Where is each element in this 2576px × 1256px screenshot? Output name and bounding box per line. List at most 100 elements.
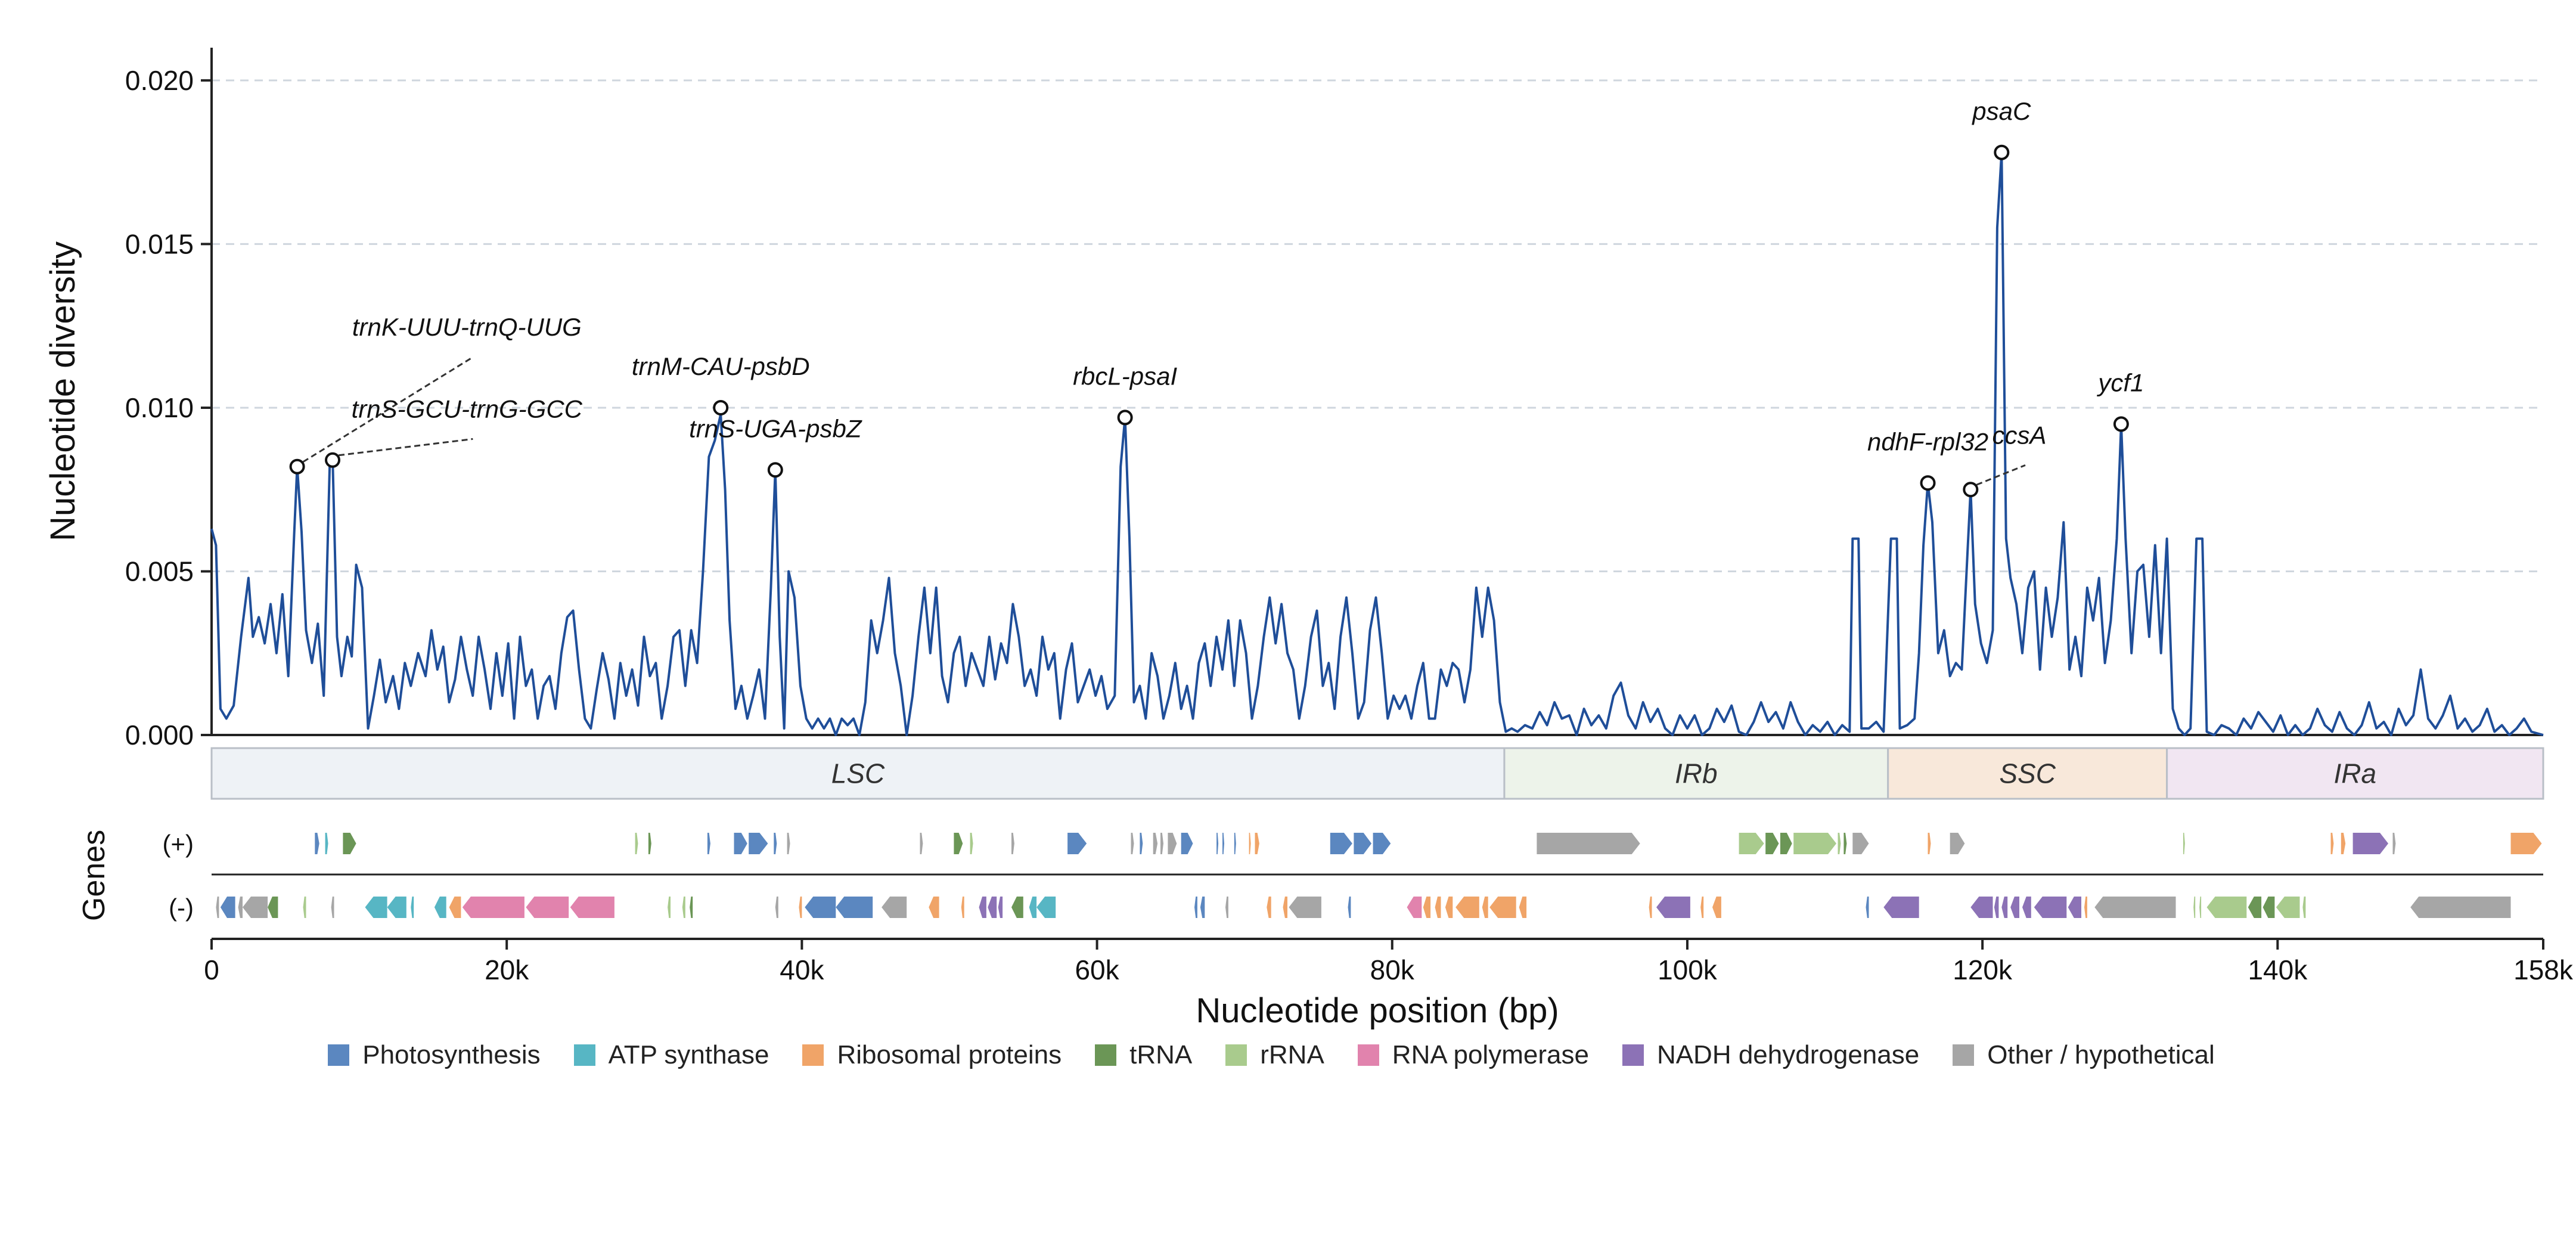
gene-arrow-minus: [2276, 897, 2300, 918]
legend-label: ATP synthase: [608, 1040, 769, 1069]
gene-arrow-minus: [2410, 897, 2511, 918]
y-tick-label: 0.000: [125, 720, 194, 751]
gene-arrow-minus: [387, 897, 406, 918]
legend-label: Other / hypothetical: [1987, 1040, 2215, 1069]
gene-arrow-plus: [970, 833, 973, 854]
genome-regions: LSC IRb SSC IRa: [210, 747, 2544, 800]
peak-marker: [2113, 416, 2129, 432]
x-tick-label: 80k: [1370, 954, 1415, 985]
gene-arrow-plus: [1537, 833, 1640, 854]
gene-arrow-plus: [1216, 833, 1219, 854]
legend-item: tRNA: [1095, 1040, 1192, 1070]
gene-arrow-minus: [2010, 897, 2019, 918]
gene-arrow-minus: [1656, 897, 1690, 918]
legend-swatch: [802, 1044, 824, 1066]
peak-label: ycf1: [2096, 369, 2144, 397]
peak-label: psaC: [1971, 97, 2031, 125]
gene-arrow-minus: [882, 897, 907, 918]
x-tick-label: 158k: [2513, 954, 2574, 985]
gene-arrow-minus: [331, 897, 334, 918]
peak-label: ccsA: [1992, 421, 2047, 449]
legend-label: NADH dehydrogenase: [1656, 1040, 1920, 1069]
gene-arrow-plus: [954, 833, 963, 854]
gene-arrow-minus: [961, 897, 964, 918]
gene-arrow-minus: [2199, 897, 2202, 918]
gene-arrow-plus: [2341, 833, 2346, 854]
legend-swatch: [1095, 1044, 1117, 1066]
gene-arrow-minus: [1482, 897, 1488, 918]
diversity-series: [210, 151, 2544, 736]
gene-arrow-plus: [734, 833, 747, 854]
gene-arrow-minus: [2206, 897, 2247, 918]
legend-item: Ribosomal proteins: [802, 1040, 1062, 1070]
peak-marker: [325, 452, 341, 468]
gene-arrow-minus: [243, 897, 268, 918]
gene-arrow-plus: [315, 833, 319, 854]
gene-arrow-minus: [216, 897, 219, 918]
gene-arrow-plus: [1793, 833, 1836, 854]
gene-arrow-plus: [648, 833, 651, 854]
gene-arrow-plus: [774, 833, 777, 854]
gene-arrow-plus: [343, 833, 356, 854]
gene-arrow-minus: [2068, 897, 2081, 918]
gene-arrow-plus: [1249, 833, 1251, 854]
gene-arrow-plus: [1255, 833, 1259, 854]
gene-arrow-minus: [526, 897, 569, 918]
peak-marker: [1117, 410, 1133, 426]
peak-marker: [1994, 144, 2010, 160]
gene-arrow-minus: [668, 897, 671, 918]
x-tick-label: 140k: [2248, 954, 2308, 985]
gene-arrow-plus: [1838, 833, 1841, 854]
gene-arrow-plus: [1373, 833, 1391, 854]
gene-arrow-minus: [1445, 897, 1453, 918]
annotation-leader-line: [1976, 464, 2026, 486]
gene-arrow-plus: [1181, 833, 1193, 854]
gene-arrow-plus: [1739, 833, 1764, 854]
gene-arrow-minus: [1348, 897, 1351, 918]
gene-arrow-minus: [988, 897, 997, 918]
gene-arrow-plus: [707, 833, 710, 854]
axes: [210, 48, 2543, 940]
gene-arrow-minus: [799, 897, 802, 918]
gene-arrow-minus: [1200, 897, 1205, 918]
x-tick-label: 60k: [1075, 954, 1119, 985]
gene-arrow-minus: [805, 897, 836, 918]
legend-swatch: [1953, 1044, 1975, 1066]
peak-label: trnM-CAU-psbD: [632, 352, 810, 380]
gene-arrow-minus: [1267, 897, 1271, 918]
gene-arrow-minus: [2022, 897, 2031, 918]
region-label: LSC: [831, 758, 885, 789]
gene-arrow-minus: [365, 897, 387, 918]
peak-annotations: trnK-UUU-trnQ-UUG trnS-GCU-trnG-GCC trnM-C…: [289, 97, 2144, 498]
gene-arrow-plus: [787, 833, 790, 854]
gene-arrow-minus: [1283, 897, 1287, 918]
gene-arrow-plus: [2510, 833, 2542, 854]
y-ticks: 0.000 0.005 0.010 0.015 0.020: [125, 65, 212, 751]
gene-arrow-minus: [1649, 897, 1652, 918]
gene-arrow-minus: [2084, 897, 2087, 918]
y-tick-label: 0.010: [125, 392, 194, 423]
peak-label: rbcL-psaI: [1073, 362, 1177, 390]
gene-arrow-minus: [2248, 897, 2262, 918]
peak-marker: [713, 399, 729, 415]
gene-arrow-minus: [238, 897, 243, 918]
gene-arrow-plus: [1354, 833, 1372, 854]
gene-arrow-plus: [920, 833, 923, 854]
gene-arrow-minus: [1036, 897, 1056, 918]
y-tick-label: 0.020: [125, 65, 194, 96]
gene-arrow-plus: [1011, 833, 1014, 854]
gene-arrow-minus: [1489, 897, 1516, 918]
gene-arrow-minus: [2193, 897, 2196, 918]
peak-label: trnS-GCU-trnG-GCC: [352, 395, 583, 423]
gene-arrow-minus: [929, 897, 939, 918]
gene-arrow-minus: [220, 897, 235, 918]
gene-arrow-minus: [303, 897, 306, 918]
gene-arrow-plus: [1330, 833, 1352, 854]
gene-arrow-minus: [998, 897, 1003, 918]
peak-marker: [767, 462, 783, 478]
gene-arrow-minus: [1712, 897, 1721, 918]
peak-label: trnK-UUU-trnQ-UUG: [352, 313, 582, 341]
gene-arrow-minus: [1970, 897, 1993, 918]
gene-arrow-plus: [2330, 833, 2334, 854]
legend-swatch: [1622, 1044, 1644, 1066]
